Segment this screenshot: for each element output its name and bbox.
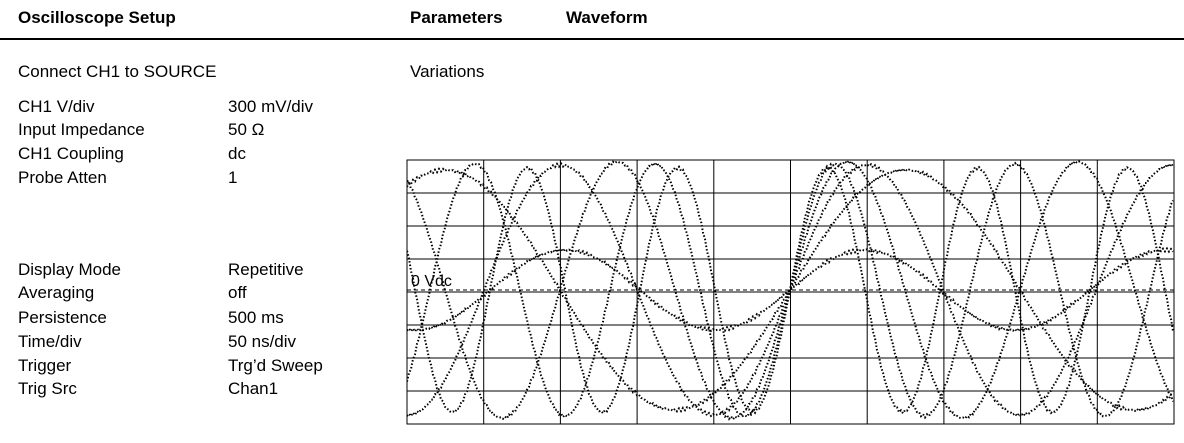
graticule (407, 160, 1174, 424)
page: Oscilloscope Setup Parameters Waveform C… (0, 0, 1184, 443)
reference-label: 0 Vdc (411, 273, 452, 290)
scope-display: 0 Vdc (0, 0, 1184, 443)
